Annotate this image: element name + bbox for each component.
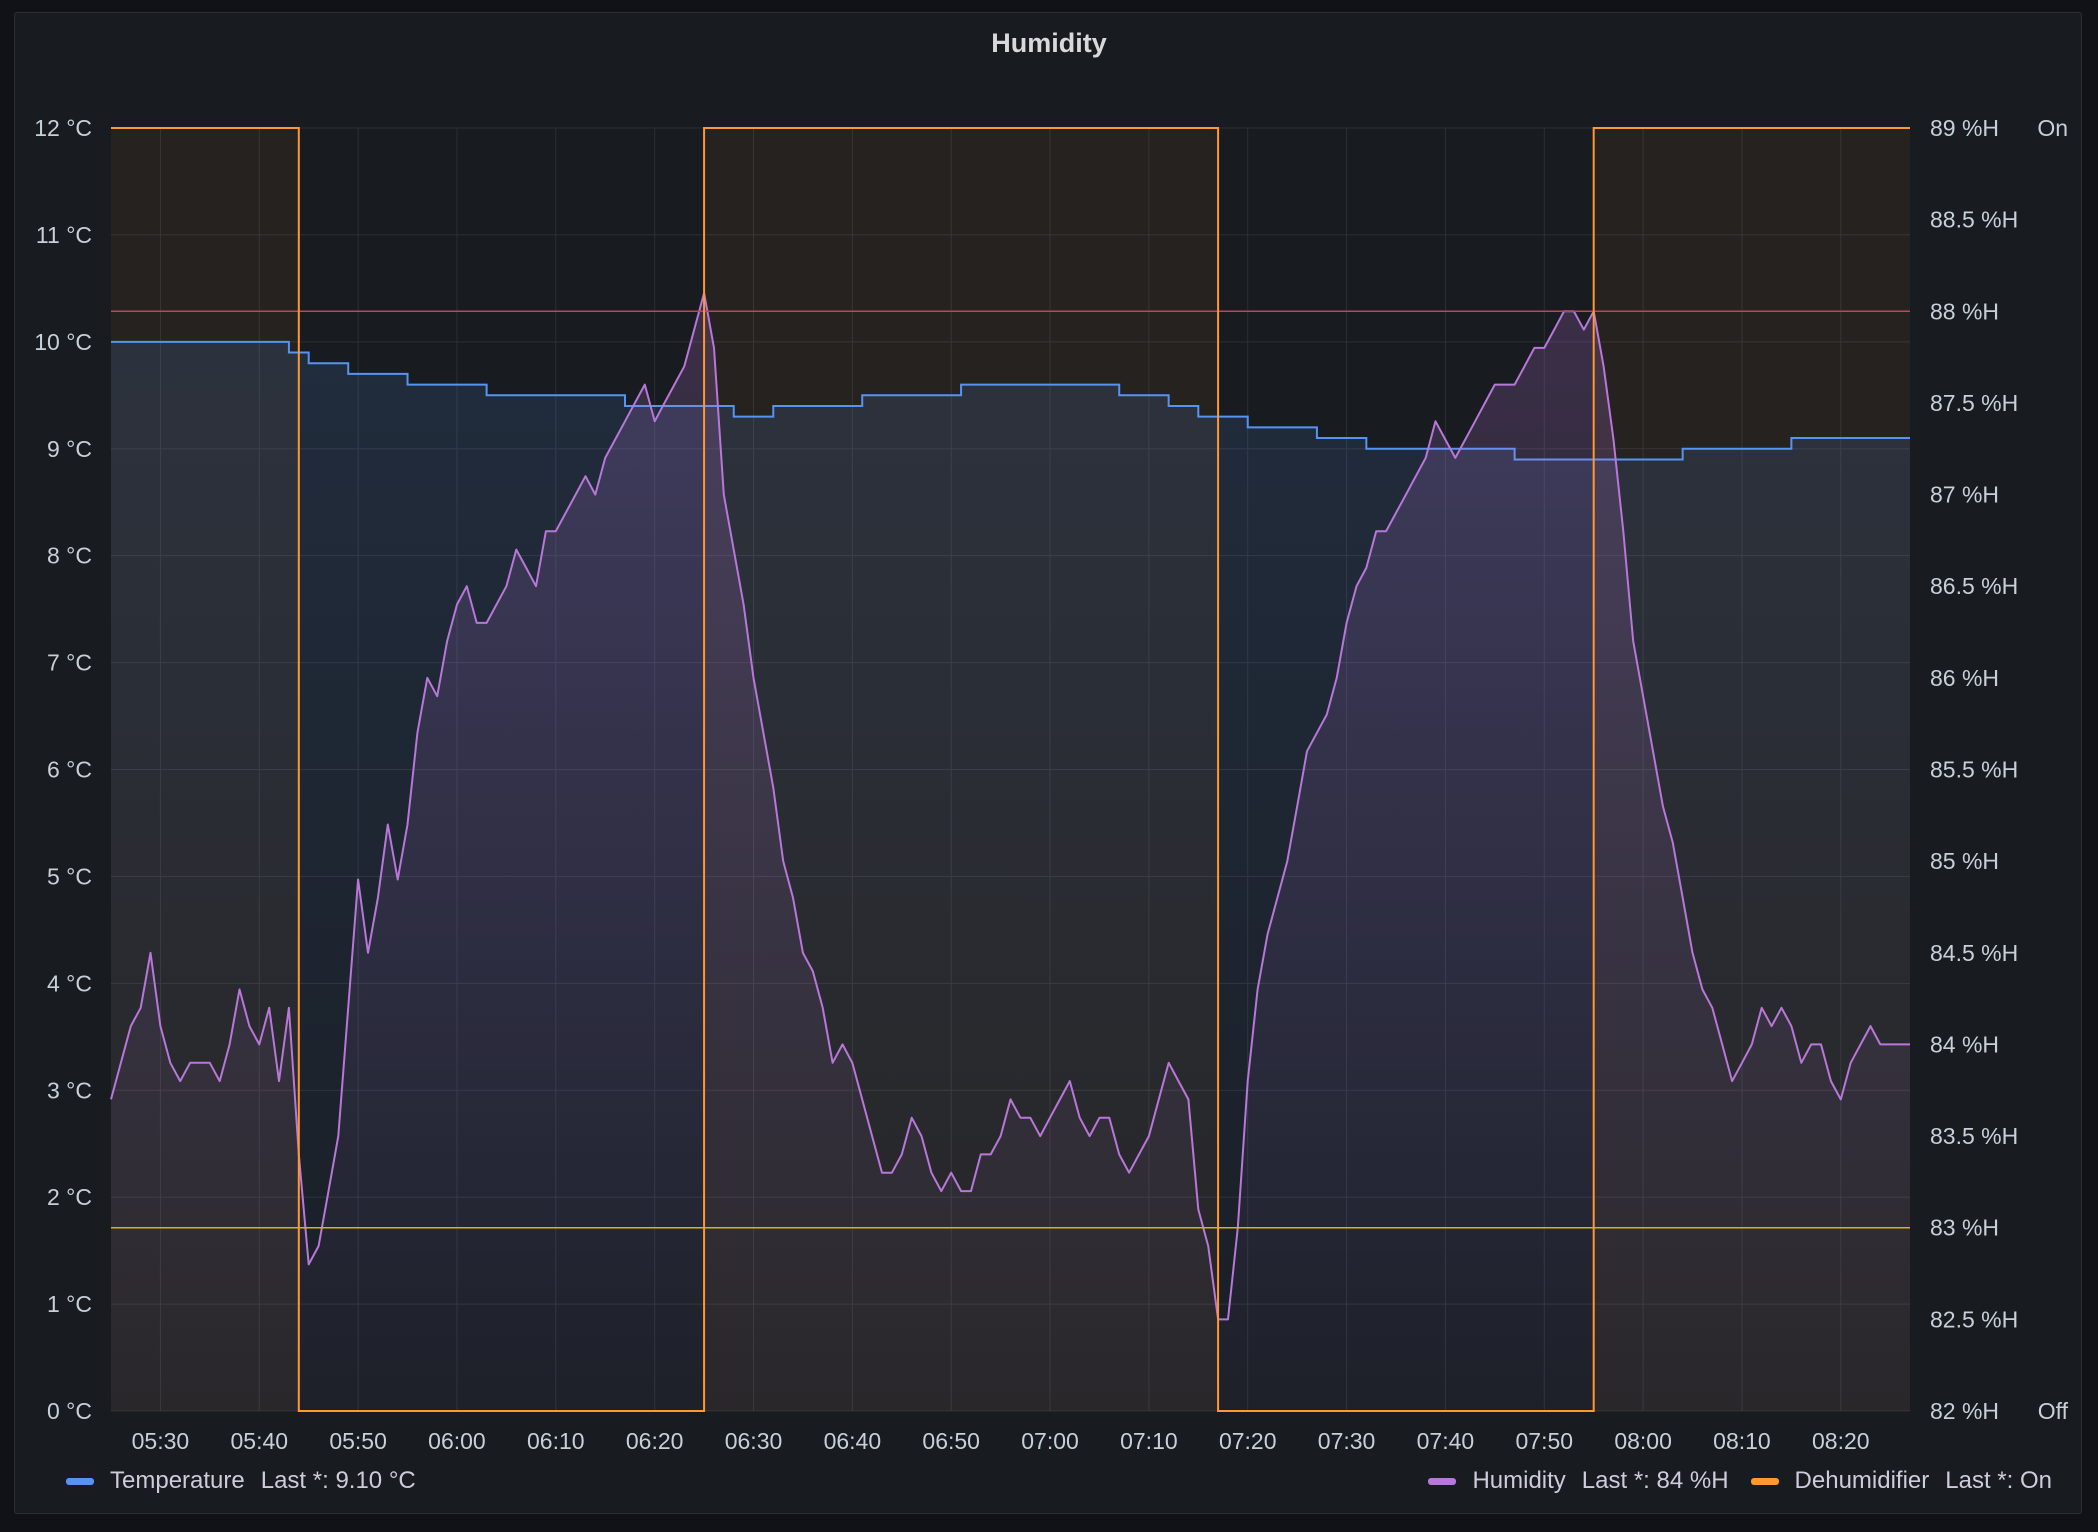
x-tick-label: 07:10 <box>1120 1428 1178 1454</box>
y-right-tick-label: 82 %H <box>1930 1398 1999 1424</box>
legend-name: Humidity <box>1472 1467 1566 1494</box>
y-left-tick-label: 6 °C <box>47 757 92 783</box>
y-right-tick-label: 82.5 %H <box>1930 1306 2018 1332</box>
y-left-tick-label: 7 °C <box>47 650 92 676</box>
humidity-swatch-icon <box>1428 1477 1457 1485</box>
y-right-tick-label: 86.5 %H <box>1930 573 2018 599</box>
y-right-tick-label: 84.5 %H <box>1930 940 2018 966</box>
y-right-tick-label: 88 %H <box>1930 298 1999 324</box>
legend-name: Temperature <box>110 1467 245 1494</box>
x-axis: 05:30 05:40 05:50 06:00 06:10 06:20 06:30 06:40… <box>132 1428 1870 1454</box>
y-left-tick-label: 11 °C <box>36 222 92 248</box>
y-left-tick-label: 9 °C <box>47 436 92 462</box>
x-tick-label: 08:10 <box>1713 1428 1771 1454</box>
legend-item-humidity[interactable]: Humidity Last *: 84 %H <box>1428 1467 1729 1495</box>
y-right-tick-label: 83.5 %H <box>1930 1123 2018 1149</box>
x-tick-label: 07:00 <box>1021 1428 1079 1454</box>
x-tick-label: 06:40 <box>824 1428 882 1454</box>
y-left-tick-label: 5 °C <box>47 863 92 889</box>
thresholds <box>111 310 1910 1229</box>
y-state-tick-label: On <box>2037 115 2068 141</box>
y-right-tick-label: 86 %H <box>1930 665 1999 691</box>
legend-item-temperature[interactable]: Temperature Last *: 9.10 °C <box>66 1467 416 1495</box>
y-left-tick-label: 10 °C <box>34 329 92 355</box>
y-right-tick-label: 84 %H <box>1930 1031 1999 1057</box>
humidity-series <box>110 292 1910 1411</box>
x-tick-label: 07:40 <box>1417 1428 1475 1454</box>
y-right-tick-label: 83 %H <box>1930 1215 1999 1241</box>
legend-name: Dehumidifier <box>1794 1467 1930 1494</box>
x-tick-label: 07:30 <box>1318 1428 1376 1454</box>
y-right-tick-label: 85 %H <box>1930 848 1999 874</box>
legend-left: Temperature Last *: 9.10 °C <box>66 1466 416 1496</box>
y-axis-state: Off On <box>2037 115 2068 1424</box>
y-left-tick-label: 4 °C <box>47 970 92 996</box>
dehumidifier-series <box>111 127 1910 1412</box>
y-state-tick-label: Off <box>2038 1398 2069 1424</box>
legend-value: Last *: 9.10 °C <box>260 1467 416 1494</box>
y-left-tick-label: 2 °C <box>47 1184 92 1210</box>
y-left-tick-label: 1 °C <box>47 1291 92 1317</box>
legend-value: Last *: On <box>1945 1467 2052 1494</box>
panel-title: Humidity <box>991 28 1107 58</box>
x-tick-label: 05:30 <box>132 1428 190 1454</box>
y-left-tick-label: 8 °C <box>47 543 92 569</box>
y-right-tick-label: 87.5 %H <box>1930 390 2018 416</box>
x-tick-label: 06:30 <box>725 1428 783 1454</box>
y-left-tick-label: 0 °C <box>47 1398 92 1424</box>
x-tick-label: 08:20 <box>1812 1428 1870 1454</box>
x-tick-label: 05:40 <box>230 1428 288 1454</box>
x-tick-label: 05:50 <box>329 1428 387 1454</box>
y-left-tick-label: 3 °C <box>47 1077 92 1103</box>
x-tick-label: 06:50 <box>922 1428 980 1454</box>
x-tick-label: 07:20 <box>1219 1428 1277 1454</box>
y-right-tick-label: 88.5 %H <box>1930 207 2018 233</box>
y-axis-left: 0 °C 1 °C 2 °C 3 °C 4 °C 5 °C 6 °C 7 °C 8 °C 9 °C… <box>34 115 92 1424</box>
y-right-tick-label: 87 %H <box>1930 482 1999 508</box>
dehumidifier-swatch-icon <box>1750 1477 1779 1485</box>
x-tick-label: 06:10 <box>527 1428 585 1454</box>
x-tick-label: 06:20 <box>626 1428 684 1454</box>
legend-value: Last *: 84 %H <box>1581 1467 1729 1494</box>
y-axis-right: 82 %H 82.5 %H 83 %H 83.5 %H 84 %H 84.5 %H 85 %… <box>1930 115 2018 1424</box>
dehumidifier-line <box>111 127 1910 1412</box>
humidity-area <box>111 293 1910 1411</box>
x-tick-label: 08:00 <box>1614 1428 1672 1454</box>
x-tick-label: 07:50 <box>1515 1428 1573 1454</box>
temperature-swatch-icon <box>66 1477 94 1485</box>
x-tick-label: 06:00 <box>428 1428 486 1454</box>
legend-item-dehumidifier[interactable]: Dehumidifier Last *: On <box>1750 1467 2052 1495</box>
legend-right: Humidity Last *: 84 %H Dehumidifier Last… <box>1428 1466 2052 1496</box>
y-right-tick-label: 89 %H <box>1930 115 1999 141</box>
humidity-line <box>110 292 1910 1321</box>
y-right-tick-label: 85.5 %H <box>1930 757 2018 783</box>
y-left-tick-label: 12 °C <box>34 115 92 141</box>
